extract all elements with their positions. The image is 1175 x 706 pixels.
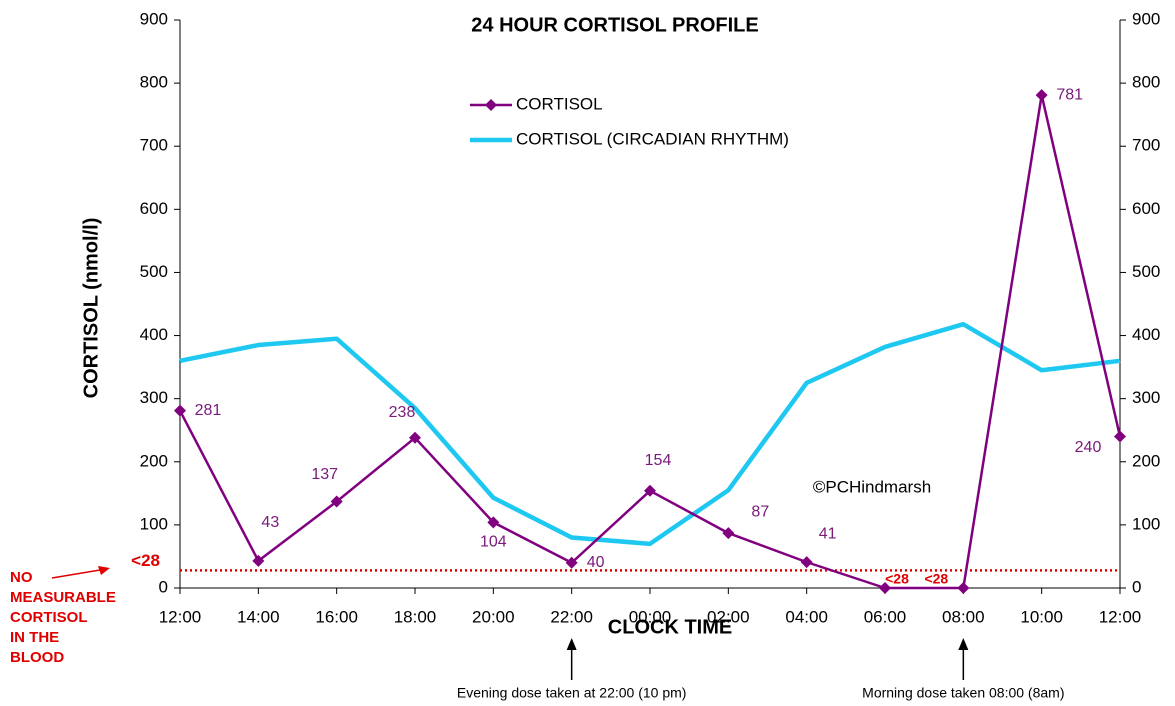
side-note: MEASURABLE xyxy=(10,589,116,606)
x-tick-label: 16:00 xyxy=(315,607,358,626)
y-tick-label: 900 xyxy=(140,9,168,28)
y2-tick-label: 200 xyxy=(1132,451,1160,470)
data-label: 104 xyxy=(480,534,507,551)
dose-arrowhead xyxy=(566,638,577,650)
y2-tick-label: 500 xyxy=(1132,262,1160,281)
y-tick-label: 800 xyxy=(140,73,168,92)
x-tick-label: 22:00 xyxy=(550,607,593,626)
y2-tick-label: 300 xyxy=(1132,388,1160,407)
data-label: 43 xyxy=(261,514,279,531)
legend-label: CORTISOL (CIRCADIAN RHYTHM) xyxy=(516,129,789,148)
data-label: 137 xyxy=(311,466,338,483)
x-tick-label: 12:00 xyxy=(159,607,202,626)
legend-marker xyxy=(485,99,497,111)
y-tick-label: 100 xyxy=(140,514,168,533)
x-tick-label: 04:00 xyxy=(785,607,828,626)
y-tick-label: 500 xyxy=(140,262,168,281)
point-marker xyxy=(565,556,578,569)
dose-note: Morning dose taken 08:00 (8am) xyxy=(862,685,1064,701)
data-label: 41 xyxy=(819,525,837,542)
y2-tick-label: 900 xyxy=(1132,9,1160,28)
data-label: 781 xyxy=(1056,86,1083,103)
chart-title: 24 HOUR CORTISOL PROFILE xyxy=(471,14,758,36)
copyright: ©PCHindmarsh xyxy=(813,477,931,496)
point-marker xyxy=(957,582,970,594)
data-label: 240 xyxy=(1075,439,1102,456)
x-tick-label: 14:00 xyxy=(237,607,280,626)
point-marker xyxy=(174,404,186,417)
x-tick-label: 20:00 xyxy=(472,607,515,626)
data-label: 281 xyxy=(195,402,222,419)
side-note-arrow xyxy=(51,569,101,579)
x-tick-label: 10:00 xyxy=(1020,607,1063,626)
side-note-arrowhead xyxy=(98,566,110,575)
x-tick-label: 00:00 xyxy=(629,607,672,626)
point-marker xyxy=(722,527,735,540)
threshold-label: <28 xyxy=(131,551,160,570)
x-tick-label: 18:00 xyxy=(394,607,437,626)
y2-tick-label: 700 xyxy=(1132,136,1160,155)
point-marker xyxy=(487,516,500,529)
y2-tick-label: 600 xyxy=(1132,199,1160,218)
side-note: CORTISOL xyxy=(10,609,88,626)
y2-tick-label: 400 xyxy=(1132,325,1160,344)
x-axis-label: CLOCK TIME xyxy=(608,616,732,638)
data-label: 238 xyxy=(389,404,416,421)
point-note: <28 xyxy=(885,571,909,587)
y-tick-label: 200 xyxy=(140,451,168,470)
x-tick-label: 06:00 xyxy=(864,607,907,626)
data-label: 40 xyxy=(587,554,605,571)
point-marker xyxy=(330,495,343,508)
y-tick-label: 700 xyxy=(140,136,168,155)
y-tick-label: 0 xyxy=(159,577,168,596)
side-note: NO xyxy=(10,569,33,586)
side-note: IN THE xyxy=(10,629,59,646)
point-note: <28 xyxy=(924,571,948,587)
point-marker xyxy=(644,484,656,497)
dose-note: Evening dose taken at 22:00 (10 pm) xyxy=(457,685,687,701)
point-marker xyxy=(252,554,265,567)
y2-tick-label: 0 xyxy=(1132,577,1141,596)
x-tick-label: 08:00 xyxy=(942,607,985,626)
y-tick-label: 300 xyxy=(140,388,168,407)
point-marker xyxy=(1035,89,1048,102)
side-note: BLOOD xyxy=(10,649,64,666)
point-marker xyxy=(879,582,891,594)
x-tick-label: 12:00 xyxy=(1099,607,1142,626)
y2-tick-label: 800 xyxy=(1132,73,1160,92)
dose-arrowhead xyxy=(958,638,969,650)
legend-label: CORTISOL xyxy=(516,94,603,113)
y-tick-label: 600 xyxy=(140,199,168,218)
data-label: 87 xyxy=(751,503,769,520)
series-line xyxy=(179,321,1121,547)
y-tick-label: 400 xyxy=(140,325,168,344)
x-tick-label: 02:00 xyxy=(707,607,750,626)
point-marker xyxy=(1114,430,1126,443)
y-axis-label: CORTISOL (nmol/l) xyxy=(80,218,102,399)
point-marker xyxy=(800,556,813,569)
y2-tick-label: 100 xyxy=(1132,514,1160,533)
data-label: 154 xyxy=(645,452,672,469)
point-marker xyxy=(409,431,421,444)
